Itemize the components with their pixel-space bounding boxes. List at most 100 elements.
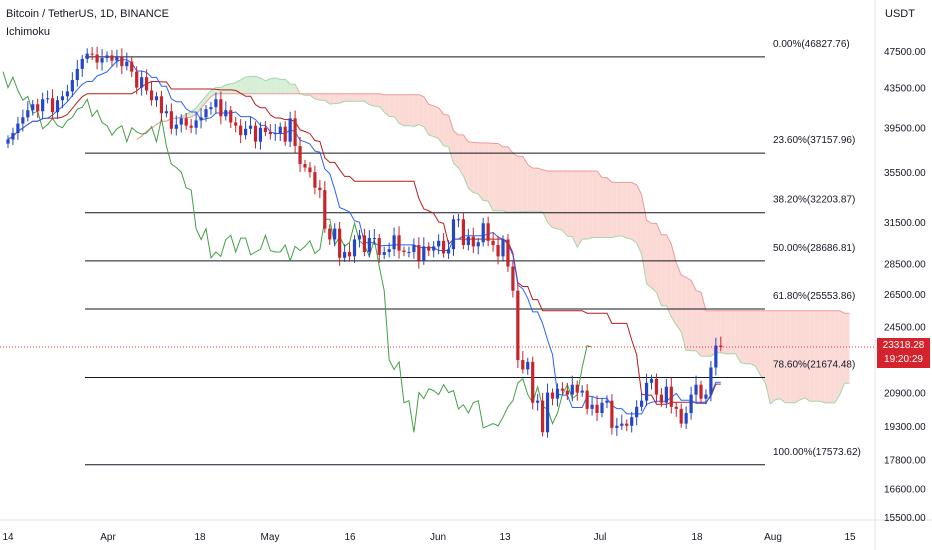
cloud-segment [468, 141, 474, 193]
fib-level-label: 0.00%(46827.76) [773, 39, 850, 50]
candle-body [397, 235, 401, 251]
candle-body [318, 187, 322, 191]
cloud-segment [720, 310, 726, 354]
cloud-segment [671, 244, 677, 326]
candle-body [105, 55, 109, 59]
cloud-segment [498, 143, 503, 211]
cloud-segment [453, 130, 459, 168]
cloud-segment [804, 310, 810, 402]
candle-body [570, 384, 574, 395]
candle-body [654, 378, 659, 395]
candle-body [392, 235, 396, 250]
candle-body [615, 425, 619, 428]
cloud-segment [418, 94, 424, 127]
candle-body [159, 96, 164, 114]
cloud-segment [800, 310, 805, 400]
candle-body [214, 99, 218, 108]
candle-body [189, 125, 193, 128]
bar-countdown: 19:20:29 [884, 354, 923, 365]
cloud-segment [715, 310, 721, 353]
candle-body [679, 408, 683, 424]
time-tick-label: Apr [100, 532, 116, 543]
candle-body [357, 235, 362, 240]
candle-body [258, 127, 263, 142]
candle-body [347, 252, 352, 257]
candle-body [16, 123, 20, 134]
cloud-segment [730, 310, 736, 354]
cloud-segment [577, 170, 583, 248]
cloud-segment [735, 310, 741, 363]
cloud-segment [503, 146, 508, 213]
candle-body [387, 249, 391, 253]
candle-body [21, 117, 25, 124]
candle-body [719, 345, 723, 348]
time-tick-label: Jun [430, 532, 446, 543]
cloud-segment [537, 168, 543, 212]
candle-body [446, 249, 451, 254]
price-tick-label: 19300.00 [884, 422, 926, 433]
cloud-segment [696, 290, 701, 357]
last-price-badge: 23318.28 19:20:29 [877, 338, 930, 368]
cloud-segment [542, 169, 548, 223]
candle-body [372, 238, 376, 240]
cloud-segment [349, 93, 355, 102]
price-tick-label: 26500.00 [884, 290, 926, 301]
cloud-segment [507, 146, 513, 213]
cloud-segment [215, 87, 221, 94]
cloud-segment [359, 93, 365, 102]
indicator-label[interactable]: Ichimoku [6, 26, 51, 38]
candle-body [630, 417, 634, 426]
candle-body [239, 125, 243, 136]
candle-body [427, 246, 431, 251]
cloud-segment [701, 292, 706, 357]
candle-body [555, 388, 560, 399]
candle-body [268, 131, 272, 135]
cloud-segment [567, 170, 573, 237]
candle-body [273, 133, 277, 135]
cloud-segment [324, 93, 330, 105]
candle-body [26, 110, 30, 118]
cloud-segment [780, 310, 786, 403]
candle-body [55, 100, 60, 113]
candle-body [644, 382, 649, 401]
time-tick-label: 14 [2, 532, 14, 543]
candle-body [625, 423, 629, 426]
candle-body [140, 77, 144, 88]
price-tick-label: 24500.00 [884, 322, 926, 333]
cloud-segment [606, 177, 612, 238]
cloud-segment [552, 170, 558, 229]
candle-body [466, 236, 470, 246]
candle-body [496, 245, 500, 257]
candle-body [362, 235, 366, 253]
candle-body [659, 394, 663, 403]
candle-body [412, 245, 416, 253]
cloud-segment [611, 182, 617, 238]
candle-body [288, 118, 292, 142]
candle-body [506, 239, 510, 267]
candle-body [531, 361, 535, 403]
candle-body [184, 118, 188, 126]
cloud-segment [478, 142, 484, 201]
candle-body [694, 384, 698, 395]
cloud-segment [755, 310, 761, 376]
leading-span-b [136, 93, 850, 314]
candle-body [649, 378, 654, 383]
fib-level-label: 78.60%(21674.48) [773, 359, 855, 370]
cloud-segment [641, 194, 647, 284]
cloud-segment [814, 310, 820, 402]
candle-body [333, 228, 337, 240]
cloud-segment [260, 78, 266, 94]
candle-body [75, 68, 79, 81]
cloud-segment [280, 79, 286, 94]
cloud-segment [656, 223, 662, 306]
candle-body [575, 384, 579, 393]
cloud-segment [196, 101, 202, 115]
cloud-segment [201, 95, 206, 109]
cloud-segment [423, 96, 429, 136]
candle-body [590, 404, 594, 409]
candle-body [130, 61, 134, 72]
cloud-segment [844, 313, 850, 384]
cloud-segment [686, 277, 692, 351]
cloud-segment [354, 93, 360, 102]
